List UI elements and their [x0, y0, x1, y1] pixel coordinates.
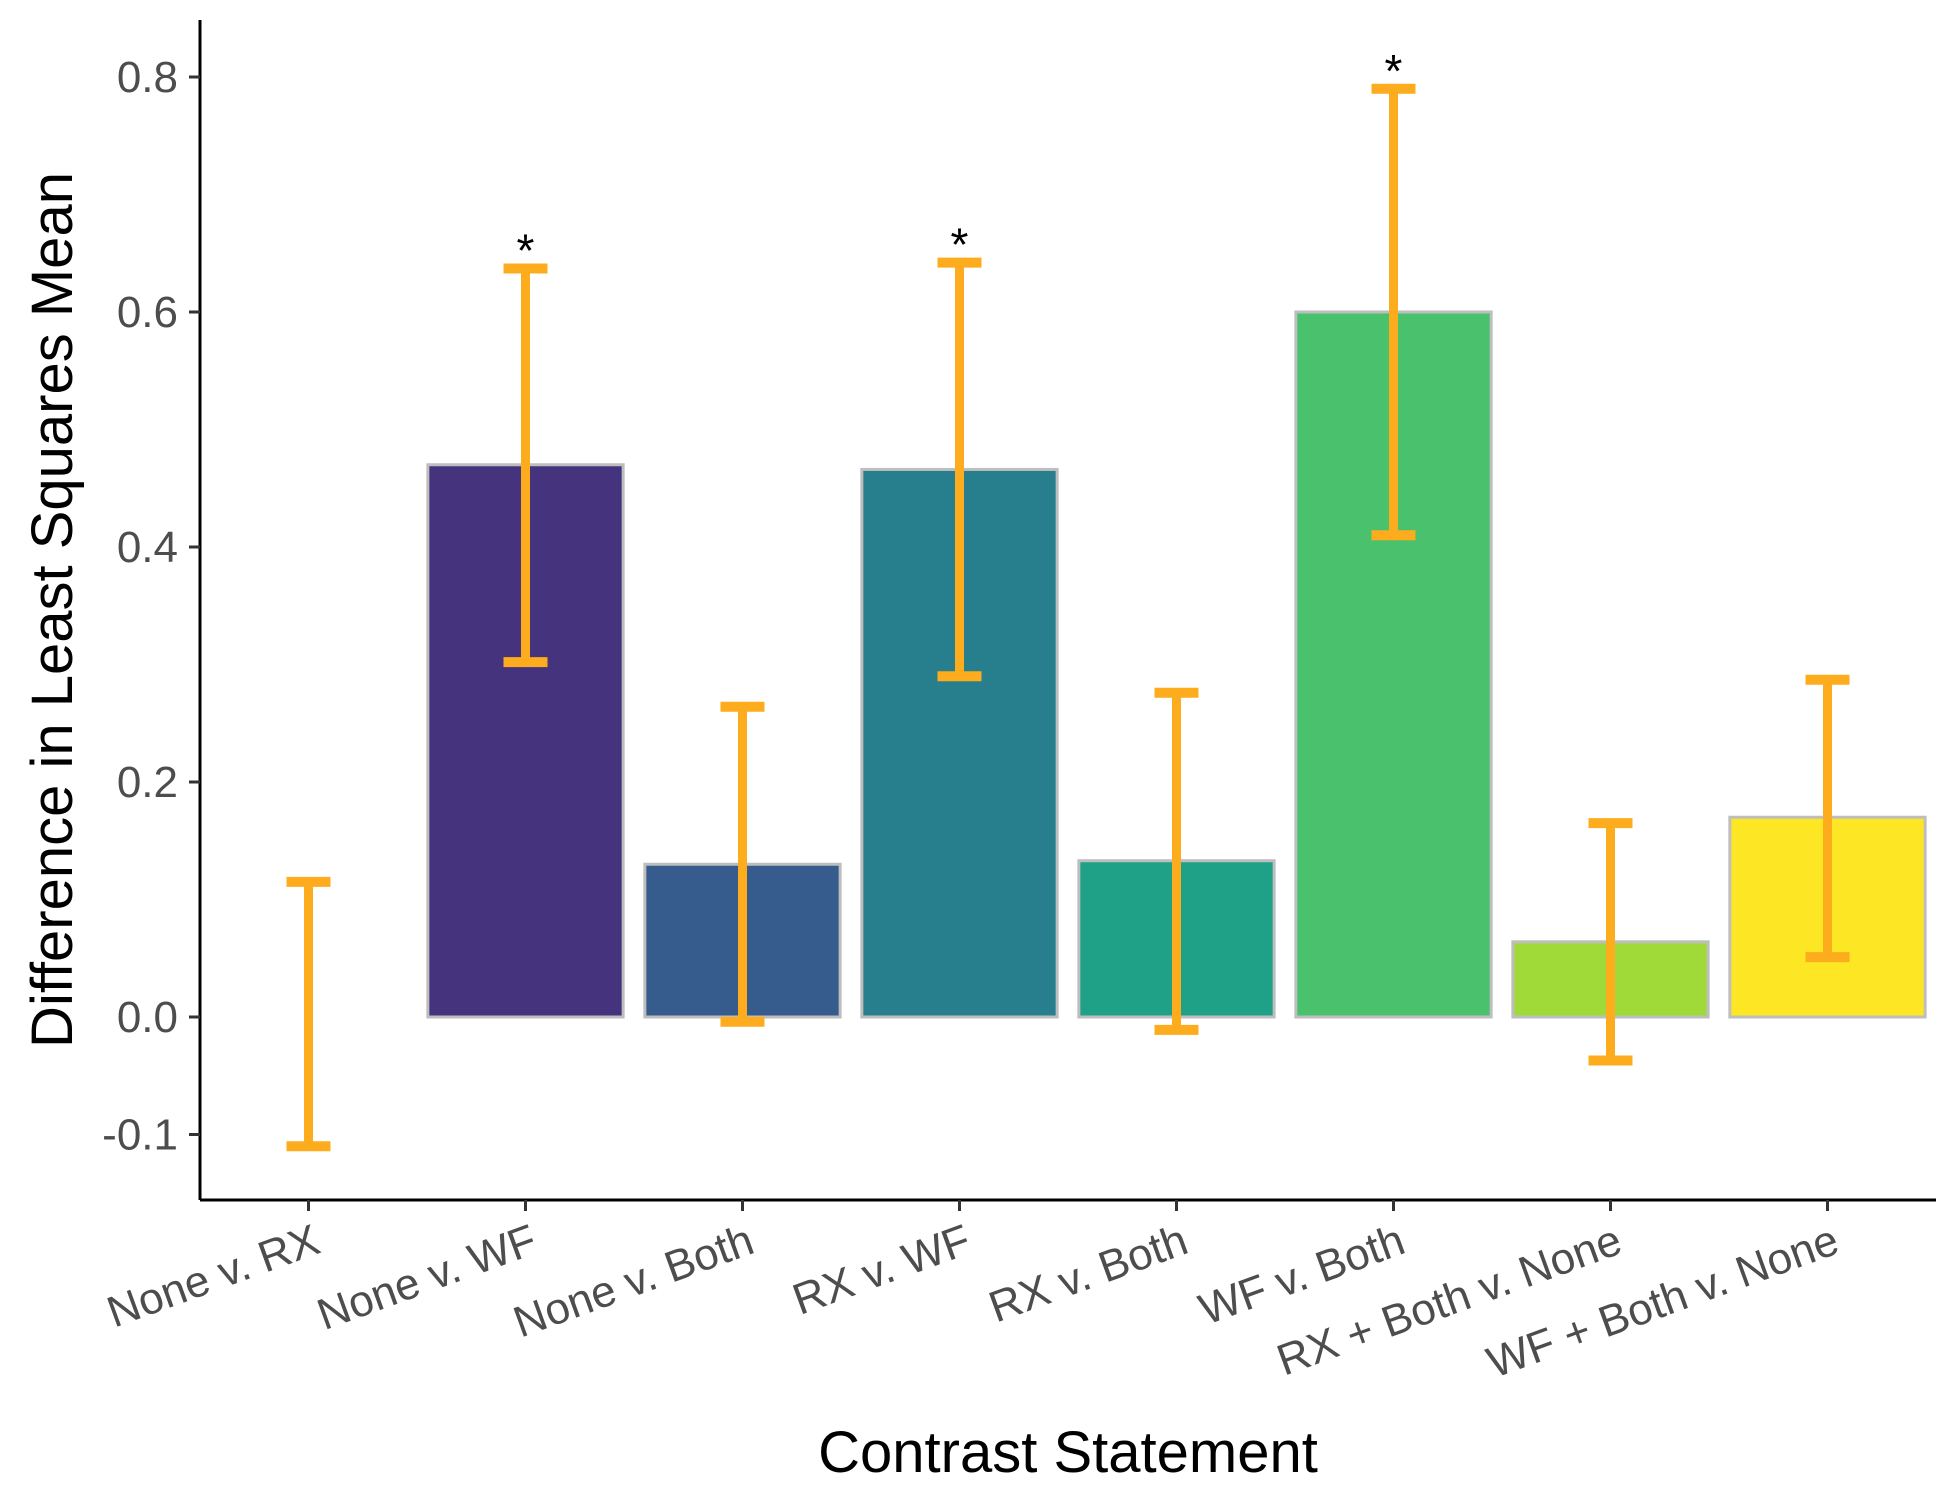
error-bar-5 [1154, 687, 1199, 1035]
y-ticks-layer: -0.1 0.0 0.2 0.4 0.6 0.8 [102, 53, 200, 1160]
y-tick-label: 0.6 [117, 288, 178, 337]
significance-marker-4: * [951, 219, 969, 271]
x-tick-label: None v. Both [507, 1215, 760, 1347]
x-tick-label: None v. RX [101, 1215, 326, 1337]
error-bars-layer [286, 83, 1850, 1152]
significance-marker-6: * [1385, 45, 1403, 97]
y-tick-label: 0.2 [117, 758, 178, 807]
error-bar-2 [503, 263, 548, 668]
y-axis-title: Difference in Least Squares Mean [20, 172, 85, 1048]
error-bar-7 [1588, 818, 1633, 1066]
y-tick-label: -0.1 [102, 1111, 178, 1160]
error-bar-3 [720, 701, 765, 1027]
x-tick-label: None v. WF [311, 1215, 543, 1339]
x-tick-label: WF + Both v. None [1481, 1215, 1845, 1387]
x-tick-label: RX v. WF [786, 1215, 977, 1324]
significance-marker-2: * [517, 225, 535, 277]
x-axis-title: Contrast Statement [818, 1420, 1318, 1485]
error-bar-4 [937, 257, 982, 682]
error-bar-8 [1805, 674, 1850, 963]
y-tick-label: 0.4 [117, 523, 178, 572]
error-bar-1 [286, 876, 331, 1152]
axes-layer [198, 20, 1936, 1202]
error-bar-6 [1371, 83, 1416, 541]
x-tick-label: RX v. Both [983, 1215, 1194, 1332]
y-tick-label: 0.0 [117, 993, 178, 1042]
y-tick-label: 0.8 [117, 53, 178, 102]
significance-labels-layer: * * * [517, 45, 1403, 277]
